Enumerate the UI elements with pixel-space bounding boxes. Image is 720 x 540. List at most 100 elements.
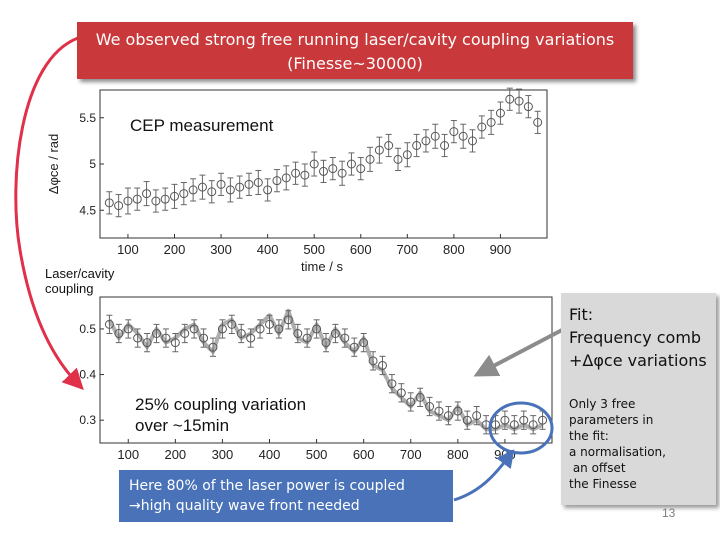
- data-point: [319, 159, 328, 183]
- data-point: [114, 323, 124, 344]
- fit-note: the fit:: [569, 429, 609, 443]
- data-point: [443, 406, 453, 426]
- note-line-2: →high quality wave front needed: [129, 498, 360, 514]
- coupling-note-box: Here 80% of the laser power is coupled →…: [119, 470, 453, 522]
- data-point: [472, 406, 482, 426]
- data-point: [330, 323, 340, 344]
- data-point: [255, 319, 265, 339]
- data-point: [349, 337, 359, 357]
- data-point: [291, 161, 301, 185]
- coupling-label-line-2: coupling: [45, 281, 94, 296]
- data-point: [142, 333, 152, 353]
- data-point: [180, 323, 190, 344]
- note-line-1: Here 80% of the laser power is coupled: [129, 478, 405, 494]
- data-point: [274, 319, 284, 339]
- gray-arrow: [473, 328, 563, 377]
- x-tick-label: 300: [212, 447, 234, 462]
- x-tick-label: 300: [210, 242, 232, 257]
- slide-number: 13: [662, 506, 676, 520]
- data-point: [434, 401, 444, 421]
- data-point: [384, 133, 394, 158]
- data-point: [368, 351, 378, 371]
- data-point: [495, 101, 505, 125]
- x-tick-label: 600: [350, 242, 372, 257]
- data-point: [265, 314, 274, 334]
- data-point: [412, 133, 422, 158]
- data-point: [533, 110, 543, 134]
- data-point: [235, 175, 245, 199]
- data-point: [519, 410, 529, 430]
- data-point: [216, 172, 226, 196]
- data-point: [387, 374, 397, 394]
- x-tick-label: 600: [353, 447, 375, 462]
- data-point: [104, 191, 114, 215]
- data-point: [208, 337, 218, 357]
- x-tick-label: 400: [259, 447, 281, 462]
- title-line-2: (Finesse~30000): [287, 54, 423, 73]
- data-point: [151, 189, 161, 213]
- x-tick-label: 500: [306, 447, 328, 462]
- coupling-label: Laser/cavity coupling: [45, 266, 114, 296]
- cep-plot: 100 200 300 400 500 600 700 800 900 4.5 5 5.5: [79, 87, 548, 257]
- fit-title: Fit: Frequency comb +Δφce variations: [569, 303, 708, 372]
- data-point: [217, 319, 227, 339]
- data-point: [458, 123, 468, 149]
- data-point: [528, 415, 538, 435]
- data-point: [283, 310, 293, 330]
- data-point: [509, 415, 519, 435]
- fit-note: an offset: [569, 461, 626, 475]
- x-tick-label: 400: [257, 242, 279, 257]
- variation-line-1: 25% coupling variation: [135, 395, 307, 414]
- data-point: [449, 120, 459, 144]
- y-tick-label: 0.3: [79, 413, 96, 427]
- data-point: [396, 383, 406, 403]
- data-point: [309, 151, 319, 177]
- data-point: [189, 319, 199, 339]
- fit-line-1: Fit:: [569, 305, 594, 324]
- fit-note: the Finesse: [569, 477, 637, 491]
- x-tick-label: 500: [303, 242, 325, 257]
- data-point: [328, 157, 338, 181]
- data-point: [253, 169, 263, 196]
- fit-note: a normalisation,: [569, 445, 666, 459]
- cep-xlabel: time / s: [301, 259, 343, 274]
- data-point: [415, 387, 425, 407]
- data-point: [170, 333, 180, 353]
- data-point: [337, 160, 347, 186]
- data-point: [523, 95, 533, 119]
- data-point: [123, 187, 133, 215]
- slide-title: We observed strong free running laser/ca…: [77, 22, 633, 79]
- data-point: [114, 194, 124, 218]
- data-point: [199, 328, 209, 348]
- data-point: [468, 129, 477, 153]
- x-tick-label: 800: [443, 242, 465, 257]
- data-point: [312, 319, 322, 339]
- data-point: [170, 183, 179, 209]
- data-point: [227, 314, 237, 334]
- fit-line-2: Frequency comb: [569, 328, 702, 347]
- data-point: [365, 146, 375, 172]
- y-tick-label: 4.5: [79, 203, 96, 217]
- data-point: [500, 410, 510, 430]
- data-point: [421, 129, 431, 153]
- data-point: [142, 181, 152, 207]
- data-point: [244, 172, 254, 196]
- red-curved-arrow: [14, 36, 84, 391]
- data-point: [374, 136, 384, 164]
- variation-label: 25% coupling variation over ~15min: [135, 394, 306, 436]
- highlight-ellipse: [488, 401, 554, 455]
- data-point: [486, 109, 496, 135]
- x-tick-label: 100: [117, 447, 139, 462]
- data-point: [207, 180, 217, 204]
- data-point: [152, 323, 161, 344]
- data-point: [302, 328, 312, 348]
- x-tick-label: 100: [117, 242, 139, 257]
- data-point: [430, 123, 440, 149]
- data-point: [188, 178, 198, 202]
- data-point: [246, 328, 256, 348]
- y-tick-label: 5: [89, 157, 96, 171]
- data-point: [462, 410, 472, 430]
- title-line-1: We observed strong free running laser/ca…: [95, 30, 615, 49]
